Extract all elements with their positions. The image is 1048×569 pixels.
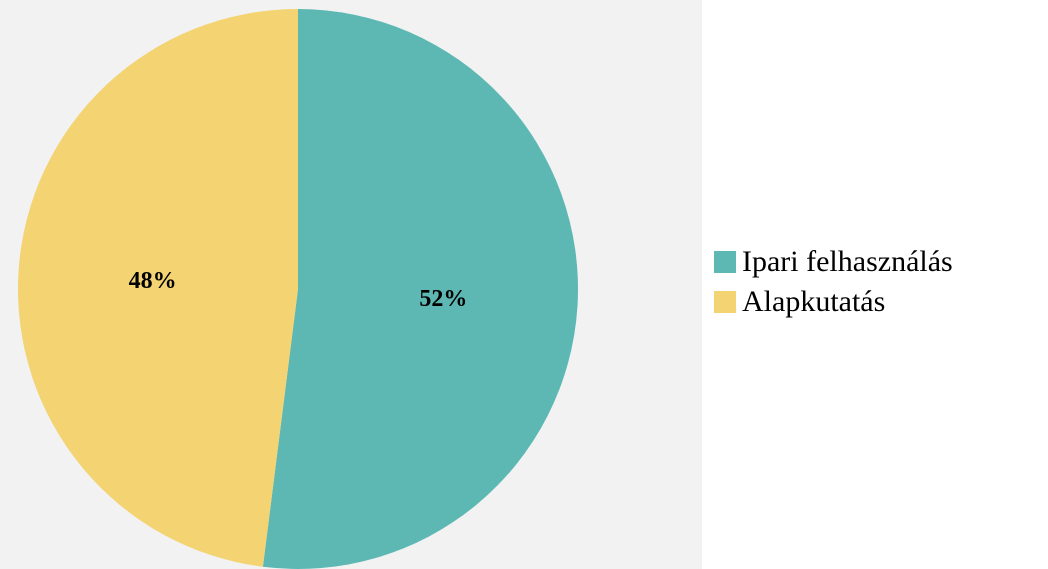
legend-item-ipari: Ipari felhasználás bbox=[714, 242, 953, 282]
slice-label-alapkutatas: 48% bbox=[129, 268, 177, 294]
legend-swatch-alapkutatas bbox=[714, 291, 736, 313]
legend-label-ipari: Ipari felhasználás bbox=[742, 245, 953, 279]
legend-item-alapkutatas: Alapkutatás bbox=[714, 282, 953, 322]
legend-label-alapkutatas: Alapkutatás bbox=[742, 285, 885, 319]
legend-swatch-ipari bbox=[714, 251, 736, 273]
slice-label-ipari: 52% bbox=[419, 286, 467, 312]
pie-chart: 52% 48% bbox=[0, 0, 702, 569]
legend: Ipari felhasználás Alapkutatás bbox=[714, 242, 953, 322]
